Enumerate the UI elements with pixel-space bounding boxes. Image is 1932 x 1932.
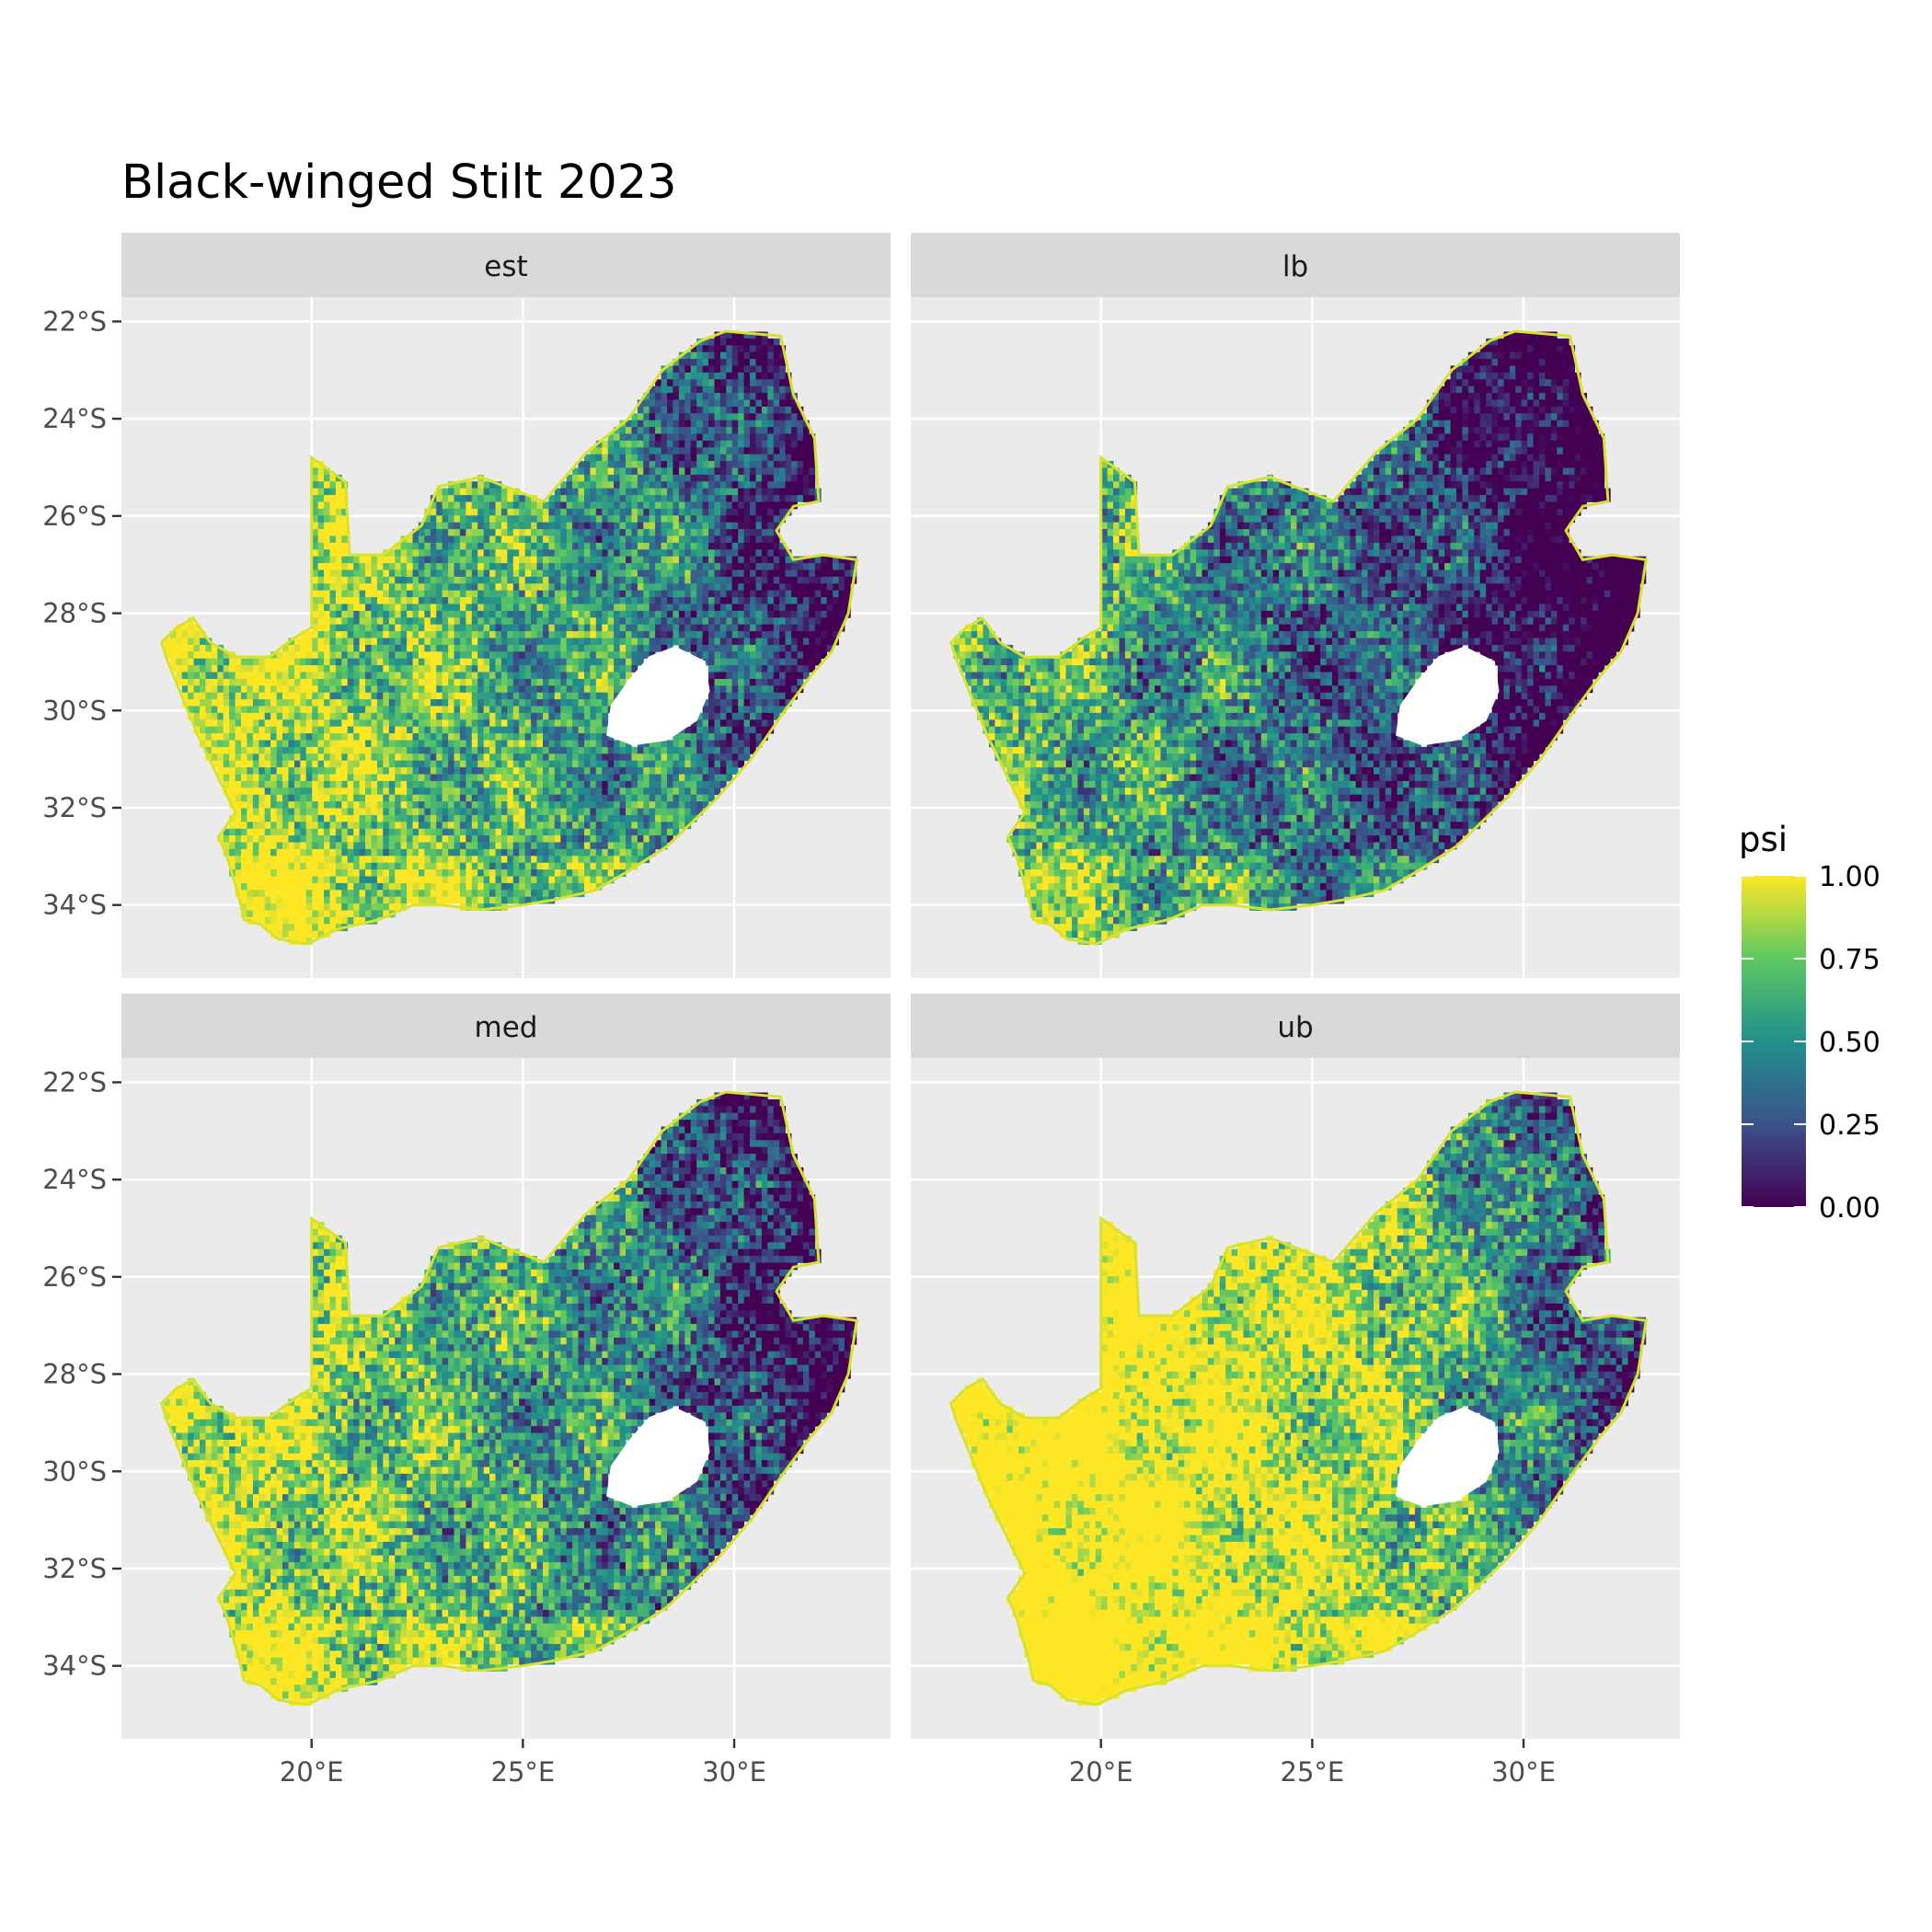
facet-panel-ub: ub 20°E 25°E 30°E	[911, 994, 1680, 1788]
y-tick-label: 24°S	[42, 403, 107, 434]
legend-label: 0.00	[1819, 1192, 1880, 1225]
y-tick-label: 34°S	[42, 1650, 107, 1682]
y-tick-label: 32°S	[42, 792, 107, 823]
facet-label: med	[475, 1011, 538, 1044]
x-tick-label: 25°E	[491, 1756, 556, 1788]
legend-label: 0.50	[1819, 1027, 1880, 1059]
legend-label: 1.00	[1819, 861, 1880, 893]
x-tick-label: 20°E	[280, 1756, 344, 1788]
x-tick-label: 30°E	[1491, 1756, 1556, 1788]
x-tick-label: 30°E	[702, 1756, 766, 1788]
facet-panel-med: med 20°E 25°E 30°E 22°S 24°S 26°S 28°S 30°S 32°S 3…	[42, 994, 891, 1788]
facet-label: ub	[1277, 1011, 1313, 1044]
y-tick-label: 30°S	[42, 1455, 107, 1487]
legend-label: 0.25	[1819, 1110, 1880, 1142]
y-tick-label: 28°S	[42, 1359, 107, 1390]
facet-panel-est: est 22°S 24°S 26°S 28°S 30°S 32°S 34°S	[42, 233, 891, 978]
facet-panels: est 22°S 24°S 26°S 28°S 30°S 32°S 34°S lb med 20°E…	[42, 233, 1680, 1788]
x-tick-label: 20°E	[1069, 1756, 1133, 1788]
y-tick-label: 26°S	[42, 500, 107, 532]
chart-title: Black-winged Stilt 2023	[121, 155, 677, 210]
facet-label: est	[484, 250, 527, 283]
y-tick-label: 22°S	[42, 1066, 107, 1098]
facet-label: lb	[1282, 250, 1308, 283]
facet-panel-lb: lb	[911, 233, 1680, 978]
legend: psi 1.00 0.75 0.50 0.25 0.00	[1739, 820, 1880, 1225]
legend-title: psi	[1739, 820, 1788, 859]
y-tick-label: 24°S	[42, 1164, 107, 1195]
y-tick-label: 30°S	[42, 695, 107, 726]
y-tick-label: 22°S	[42, 305, 107, 337]
y-tick-label: 34°S	[42, 890, 107, 921]
y-tick-label: 28°S	[42, 598, 107, 629]
legend-label: 0.75	[1819, 944, 1880, 976]
x-tick-label: 25°E	[1281, 1756, 1345, 1788]
y-tick-label: 32°S	[42, 1553, 107, 1584]
y-tick-label: 26°S	[42, 1261, 107, 1293]
